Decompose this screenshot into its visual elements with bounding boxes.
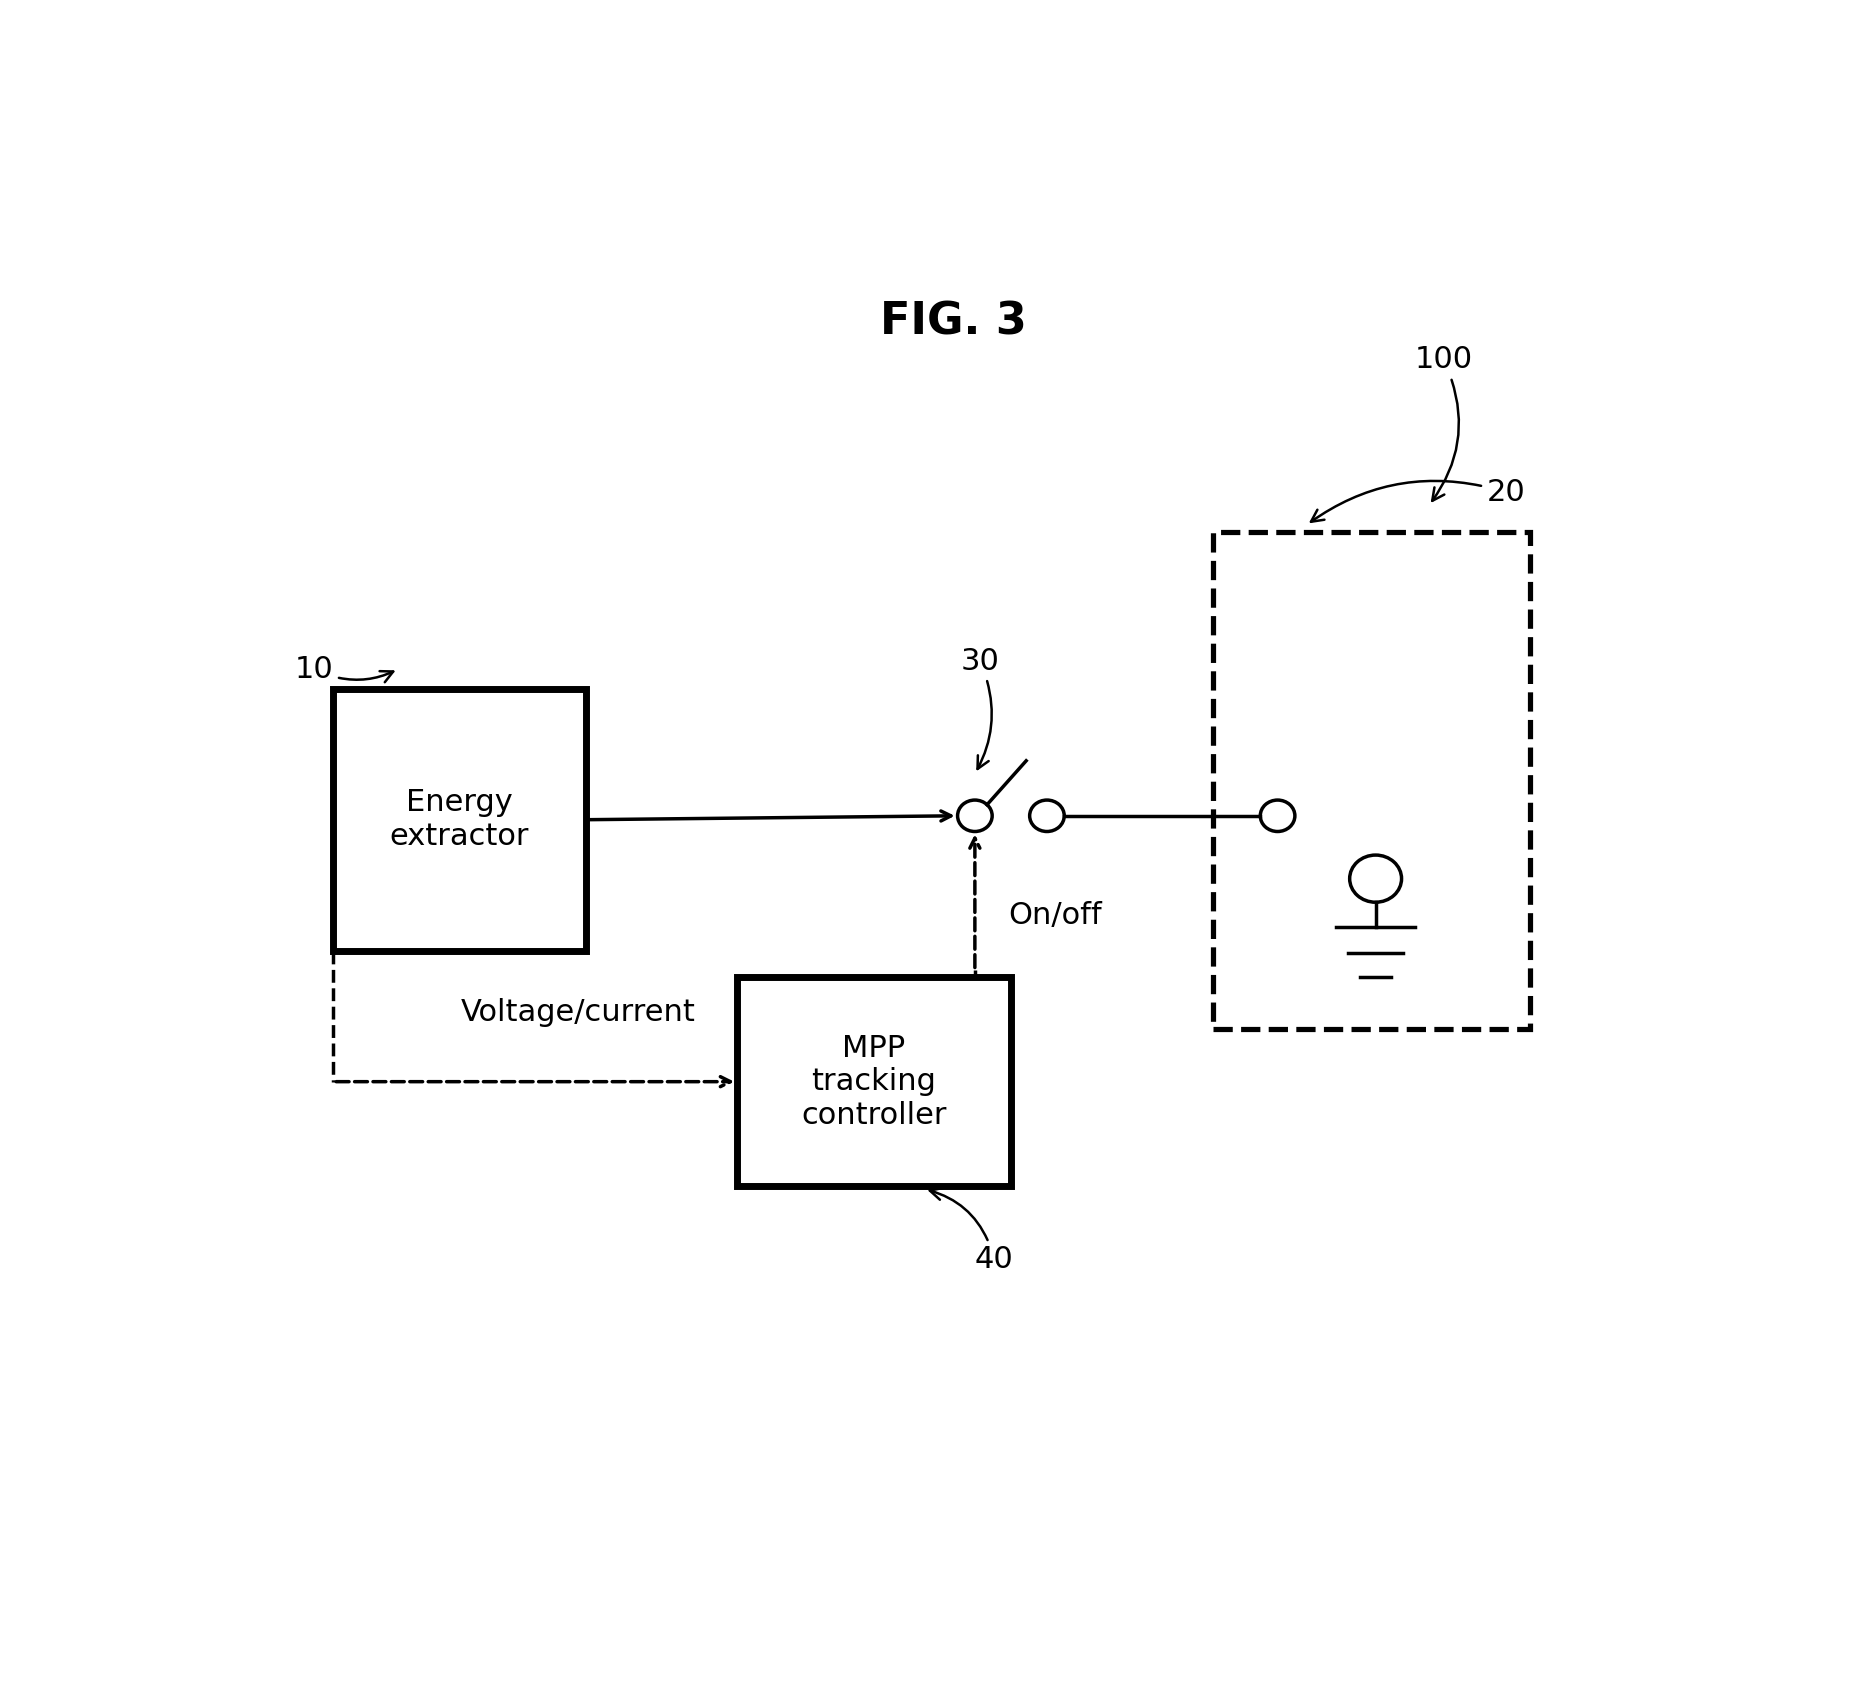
Text: MPP
tracking
controller: MPP tracking controller (802, 1034, 947, 1129)
Text: 30: 30 (960, 646, 999, 769)
Bar (333, 689, 586, 951)
Text: 100: 100 (1414, 345, 1473, 500)
Bar (737, 976, 1012, 1187)
Text: Voltage/current: Voltage/current (461, 998, 696, 1027)
Text: 40: 40 (930, 1187, 1014, 1274)
Text: 20: 20 (1311, 478, 1525, 522)
Text: 10: 10 (294, 655, 392, 684)
Text: On/off: On/off (1008, 902, 1101, 930)
Bar (1213, 532, 1529, 1029)
Text: FIG. 3: FIG. 3 (880, 301, 1027, 344)
Text: Energy
extractor: Energy extractor (391, 788, 530, 850)
